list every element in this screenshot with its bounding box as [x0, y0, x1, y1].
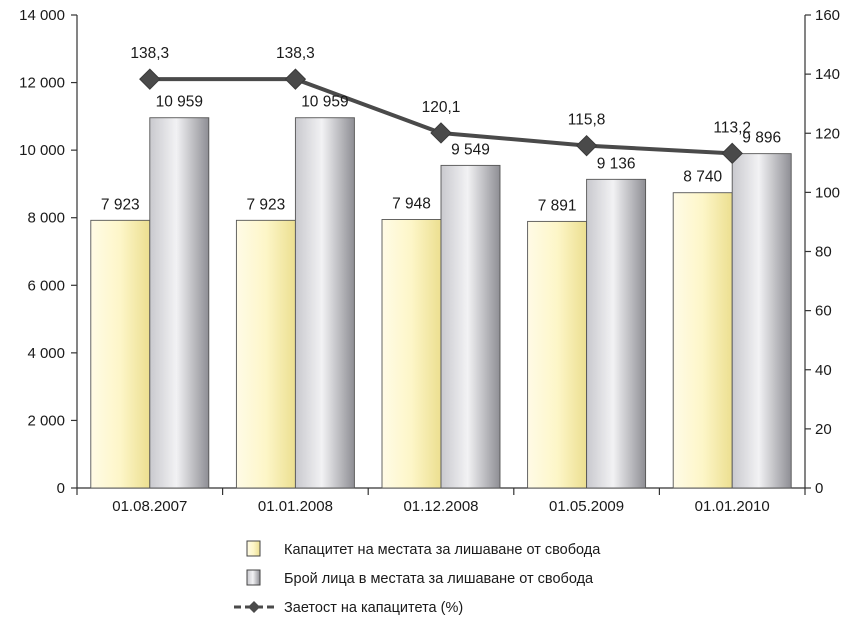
- legend-swatch-inmates: [246, 569, 261, 586]
- legend-label-occupancy: Заетост на капацитета (%): [284, 600, 463, 616]
- left-axis-tick-label: 6 000: [27, 277, 65, 294]
- bar-inmates: [149, 117, 210, 489]
- left-axis-tick-label: 2 000: [27, 412, 65, 429]
- data-label-inmates: 9 896: [742, 130, 781, 147]
- occupancy-marker: [139, 68, 161, 90]
- bar-capacity: [235, 219, 296, 489]
- data-label-inmates: 10 959: [301, 94, 348, 111]
- legend-label-capacity: Капацитет на местата за лишаване от своб…: [284, 542, 601, 558]
- data-label-capacity: 7 923: [247, 196, 286, 213]
- right-axis-tick-label: 20: [815, 421, 832, 438]
- x-axis-tick-label: 01.01.2008: [258, 498, 333, 515]
- legend-marker-occupancy: [248, 601, 260, 613]
- bars: [90, 117, 792, 489]
- bar-capacity: [90, 219, 151, 489]
- legend-label-inmates: Брой лица в местата за лишаване от свобо…: [284, 571, 594, 587]
- data-label-capacity: 8 740: [683, 169, 722, 186]
- data-label-occupancy: 138,3: [130, 45, 169, 62]
- bar-inmates: [731, 153, 792, 489]
- left-axis-tick-label: 4 000: [27, 345, 65, 362]
- left-axis-tick-label: 8 000: [27, 210, 65, 227]
- legend: Капацитет на местата за лишаване от своб…: [234, 540, 601, 616]
- x-axis-tick-label: 01.05.2009: [549, 498, 624, 515]
- data-label-capacity: 7 948: [392, 195, 431, 212]
- occupancy-marker: [721, 142, 743, 165]
- occupancy-marker: [430, 122, 452, 144]
- data-label-inmates: 10 959: [156, 94, 203, 111]
- left-axis-tick-label: 14 000: [19, 7, 65, 24]
- right-axis-tick-label: 60: [815, 303, 832, 320]
- bar-inmates: [294, 117, 355, 489]
- occupancy-marker: [575, 134, 598, 157]
- left-axis-tick-label: 12 000: [19, 75, 65, 92]
- right-axis-tick-label: 140: [815, 66, 840, 83]
- data-labels: 7 923 10 959 7 923 10 959 7 948 9 549 7 891 9 1…: [101, 45, 781, 214]
- bar-inmates: [440, 164, 501, 489]
- x-axis-tick-label: 01.08.2007: [112, 498, 187, 515]
- left-axis-tick-label: 10 000: [19, 142, 65, 159]
- data-label-inmates: 9 549: [451, 141, 490, 158]
- x-axis-tick-label: 01.01.2010: [695, 498, 770, 515]
- data-label-inmates: 9 136: [597, 155, 636, 172]
- line-layer: [139, 68, 743, 165]
- left-axis-tick-label: 0: [57, 480, 65, 497]
- bar-capacity: [527, 220, 588, 489]
- right-axis-tick-label: 160: [815, 7, 840, 24]
- right-axis-tick-label: 120: [815, 125, 840, 142]
- data-label-capacity: 7 923: [101, 196, 140, 213]
- data-label-occupancy: 120,1: [422, 99, 461, 116]
- x-axis-tick-label: 01.12.2008: [403, 498, 478, 515]
- data-label-occupancy: 115,8: [568, 112, 606, 129]
- right-axis-tick-label: 100: [815, 184, 840, 201]
- bar-inmates: [586, 178, 647, 489]
- legend-swatch-capacity: [246, 540, 261, 557]
- right-axis-tick-label: 40: [815, 362, 832, 379]
- data-label-capacity: 7 891: [538, 197, 577, 214]
- data-label-occupancy: 138,3: [276, 45, 315, 62]
- right-axis-tick-label: 0: [815, 480, 823, 497]
- occupancy-marker: [284, 68, 307, 90]
- data-label-occupancy: 113,2: [713, 119, 751, 136]
- bar-capacity: [381, 219, 442, 489]
- bar-capacity: [672, 192, 733, 489]
- right-axis-tick-label: 80: [815, 244, 832, 261]
